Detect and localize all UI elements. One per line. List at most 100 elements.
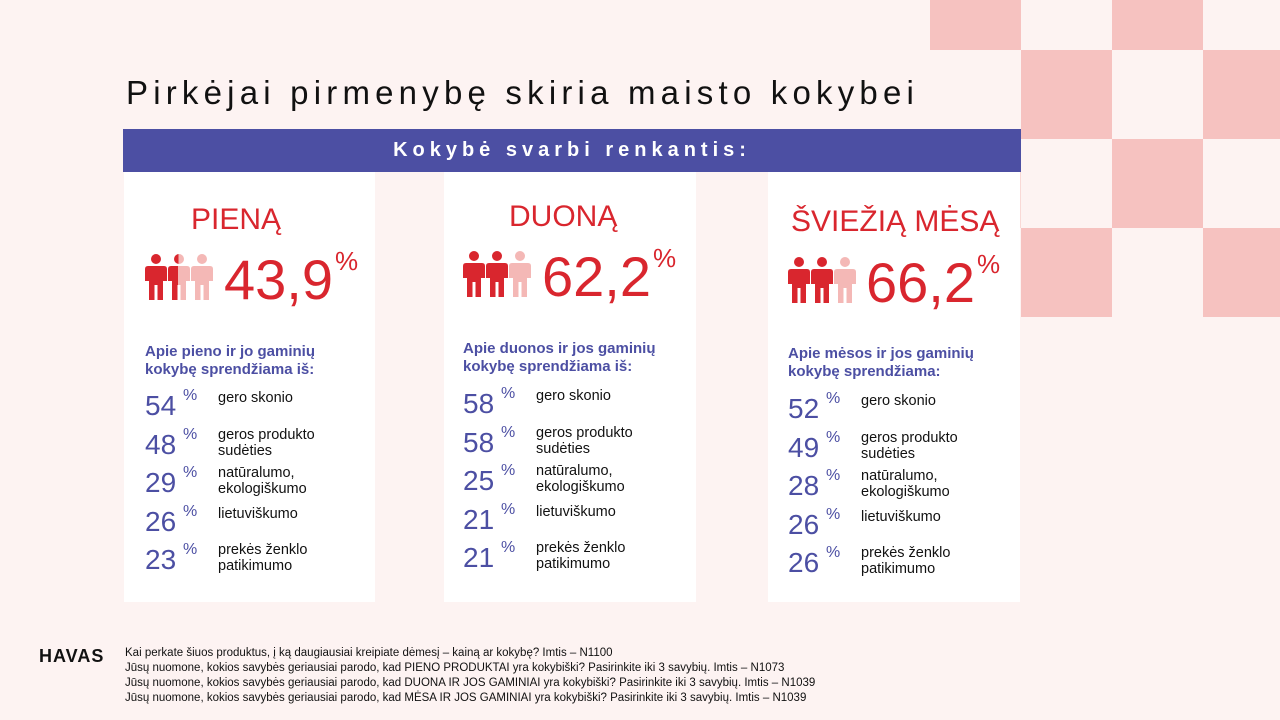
stat-row: 26% prekės ženklo patikimumo [788, 544, 1018, 585]
stat-label: geros produkto sudėties [536, 425, 686, 457]
decor-square [930, 0, 1021, 50]
stat-percent-sign: % [183, 387, 198, 404]
stat-label-line: patikimumo [218, 558, 293, 574]
stat-label-line: ekologiškumo [218, 481, 307, 497]
stat-label: prekės ženklo patikimumo [218, 542, 368, 574]
stat-label-line: geros produkto [536, 424, 633, 441]
footnote-line: Kai perkate šiuos produktus, į ką daugia… [125, 647, 613, 659]
stat-label: lietuviškumo [218, 506, 368, 522]
stat-row: 21% lietuviškumo [463, 500, 693, 542]
stat-value: 25 [463, 465, 495, 496]
card-subhead: Apie mėsos ir jos gaminių kokybę sprendž… [788, 345, 1028, 381]
stat-label-line: sudėties [861, 445, 916, 462]
stat-value: 48 [145, 428, 177, 460]
stat-label: gero skonio [218, 390, 368, 406]
person-light-icon [191, 254, 213, 300]
stat-value: 23 [145, 544, 177, 575]
stat-percent-sign: % [501, 385, 516, 402]
person-full-icon [145, 254, 167, 300]
person-full-icon [463, 251, 485, 297]
stat-row: 49% geros produkto sudėties [788, 428, 1018, 470]
stat-row: 21% prekės ženklo patikimumo [463, 539, 693, 580]
stat-row: 54% gero skonio [145, 387, 375, 428]
stat-row: 58% geros produkto sudėties [463, 423, 693, 465]
percent-sign: % [977, 249, 1001, 279]
stat-label: lietuviškumo [536, 504, 686, 520]
stat-percent-sign: % [501, 423, 516, 441]
stat-label-line: ekologiškumo [861, 484, 950, 500]
stat-label-line: natūralumo, [861, 468, 938, 484]
stat-label: prekės ženklo patikimumo [861, 545, 1011, 577]
big-value: 62,2 [542, 245, 651, 308]
stat-label: prekės ženklo patikimumo [536, 540, 686, 572]
stat-label-line: ekologiškumo [536, 479, 625, 495]
stat-percent-sign: % [501, 462, 516, 479]
big-percentage: 62,2% [542, 245, 676, 305]
subhead-line: Apie mėsos ir jos gaminių [788, 345, 974, 362]
person-full-icon [788, 257, 810, 303]
havas-logo: HAVAS [39, 646, 105, 666]
stat-label: geros produkto sudėties [218, 427, 368, 459]
card-subhead: Apie pieno ir jo gaminių kokybę sprendži… [145, 343, 385, 379]
stat-label-line: natūralumo, [536, 463, 613, 479]
stat-label-line: prekės ženklo [218, 542, 308, 558]
card-subhead: Apie duonos ir jos gaminių kokybę sprend… [463, 340, 703, 376]
stat-label-line: lietuviškumo [536, 503, 616, 520]
subhead-line: kokybę sprendžiama: [788, 363, 941, 380]
stat-percent-sign: % [826, 544, 841, 561]
people-icons [145, 254, 214, 300]
page-title: Pirkėjai pirmenybę skiria maisto kokybei [126, 74, 920, 111]
stat-label-line: lietuviškumo [218, 505, 298, 522]
stat-percent-sign: % [183, 425, 198, 443]
stat-card-bread [444, 172, 696, 602]
stat-row: 26% lietuviškumo [145, 502, 375, 544]
stat-percent-sign: % [183, 464, 198, 481]
stat-value: 26 [145, 505, 177, 537]
stat-card-milk [124, 172, 375, 602]
person-partial-icon [168, 254, 190, 300]
stat-label-line: gero skonio [536, 388, 611, 404]
stat-value: 54 [145, 390, 177, 421]
people-icons [788, 257, 857, 303]
stat-label-line: sudėties [536, 440, 591, 457]
stat-percent-sign: % [826, 467, 841, 484]
percent-sign: % [653, 243, 677, 273]
decor-square [1112, 0, 1203, 50]
footnote-line: Jūsų nuomone, kokios savybės geriausiai … [125, 662, 785, 674]
stat-label: lietuviškumo [861, 509, 1011, 525]
decor-square [1112, 139, 1203, 228]
stat-percent-sign: % [826, 390, 841, 407]
stat-label: natūralumo, ekologiškumo [861, 468, 1011, 500]
stat-percent-sign: % [501, 500, 516, 518]
stat-card-meat [768, 172, 1020, 602]
big-value: 43,9 [224, 248, 333, 311]
stat-row: 25% natūralumo, ekologiškumo [463, 462, 693, 503]
people-icons [463, 251, 532, 297]
stat-percent-sign: % [826, 428, 841, 446]
stat-label-line: patikimumo [536, 556, 611, 572]
stat-row: 23% prekės ženklo patikimumo [145, 541, 375, 582]
stat-value: 21 [463, 542, 495, 573]
stat-row: 26% lietuviškumo [788, 506, 1018, 547]
stat-value: 26 [788, 547, 820, 578]
category-title: DUONĄ [509, 200, 618, 233]
category-title: ŠVIEŽIĄ MĖSĄ [791, 205, 1000, 238]
stat-percent-sign: % [501, 539, 516, 556]
subhead-line: kokybę sprendžiama iš: [145, 361, 315, 378]
stat-label-line: patikimumo [861, 561, 936, 577]
person-full-icon [486, 251, 508, 297]
decor-square [1203, 50, 1280, 139]
stat-label-line: lietuviškumo [861, 508, 941, 525]
stat-value: 29 [145, 467, 177, 498]
stat-label-line: gero skonio [218, 390, 293, 406]
stat-row: 29% natūralumo, ekologiškumo [145, 464, 375, 505]
stat-percent-sign: % [183, 502, 198, 520]
stat-label-line: natūralumo, [218, 465, 295, 481]
stat-label: natūralumo, ekologiškumo [218, 465, 368, 497]
person-light-icon [509, 251, 531, 297]
decor-square [1021, 50, 1112, 139]
footnote-line: Jūsų nuomone, kokios savybės geriausiai … [125, 677, 816, 689]
stat-value: 26 [788, 508, 820, 540]
percent-sign: % [335, 246, 359, 276]
stat-label-line: sudėties [218, 442, 273, 459]
